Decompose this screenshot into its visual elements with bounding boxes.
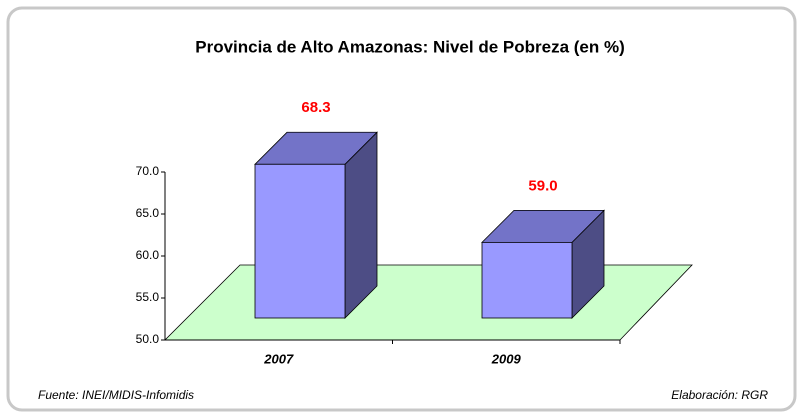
bar-side <box>344 131 378 319</box>
source-note: Fuente: INEI/MIDIS-Infomidis <box>38 388 194 402</box>
x-tick-label: 2009 <box>491 351 522 366</box>
y-tick-label: 65.0 <box>136 206 160 220</box>
x-tick-label: 2007 <box>263 351 294 366</box>
bar <box>481 241 573 319</box>
y-tick-label: 70.0 <box>136 164 160 178</box>
floor <box>164 264 693 341</box>
data-label: 68.3 <box>301 99 330 116</box>
chart-title: Provincia de Alto Amazonas: Nivel de Pob… <box>195 37 625 56</box>
credit-note: Elaboración: RGR <box>671 388 768 402</box>
frame <box>6 6 797 412</box>
y-tick-label: 60.0 <box>136 248 160 262</box>
y-tick-label: 50.0 <box>136 332 160 346</box>
y-tick-label: 55.0 <box>136 290 160 304</box>
data-label: 59.0 <box>528 177 557 194</box>
bar <box>254 163 346 319</box>
